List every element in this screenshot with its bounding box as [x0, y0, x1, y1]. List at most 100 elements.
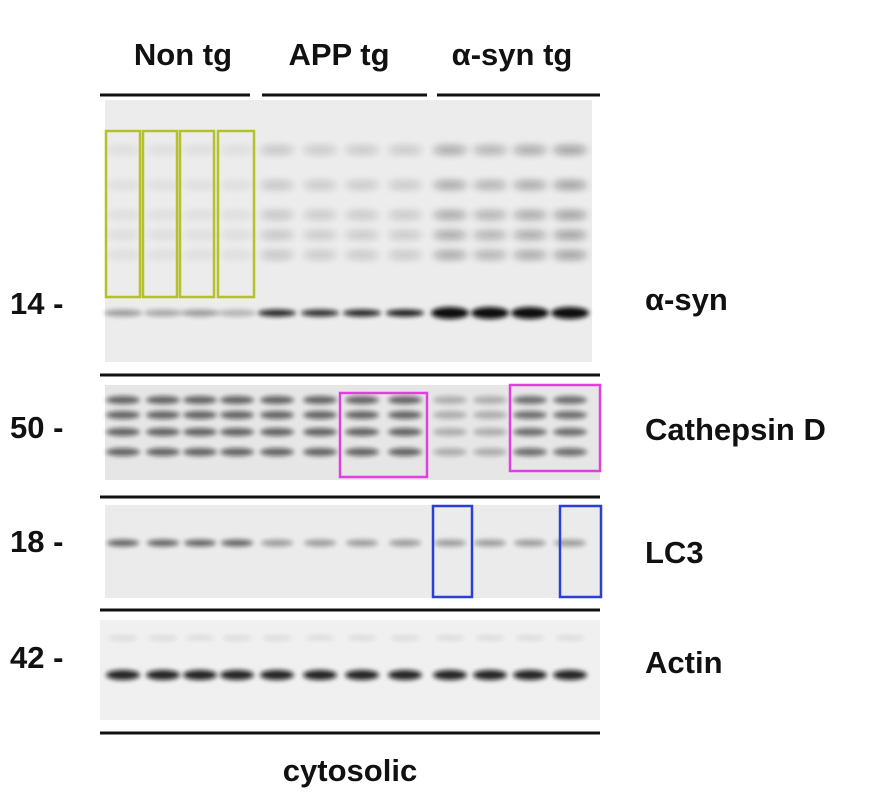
band — [144, 309, 182, 317]
band — [553, 396, 587, 404]
band — [303, 670, 337, 680]
band — [513, 146, 547, 154]
band — [106, 396, 140, 404]
band — [106, 231, 140, 239]
band — [108, 635, 138, 641]
band — [262, 635, 292, 641]
band — [433, 146, 467, 154]
band — [260, 396, 294, 404]
marker-label: 18 - — [10, 524, 63, 559]
band — [183, 428, 217, 436]
band — [555, 635, 585, 641]
band — [260, 448, 294, 456]
band — [260, 231, 294, 239]
band — [433, 448, 467, 456]
band — [433, 251, 467, 259]
band — [303, 181, 337, 189]
blot-panel — [105, 505, 600, 598]
band — [220, 411, 254, 419]
band — [183, 211, 217, 219]
bands — [104, 146, 589, 680]
band — [345, 396, 379, 404]
band — [388, 231, 422, 239]
band — [553, 231, 587, 239]
band — [183, 396, 217, 404]
band — [343, 309, 381, 317]
protein-label: LC3 — [645, 535, 704, 570]
band — [303, 448, 337, 456]
band — [553, 670, 587, 680]
band — [390, 635, 420, 641]
band — [220, 251, 254, 259]
band — [258, 309, 296, 317]
group-label: α-syn tg — [452, 37, 573, 72]
band — [388, 448, 422, 456]
band — [473, 448, 507, 456]
protein-labels: α-syn Cathepsin D LC3 Actin — [645, 282, 826, 680]
band — [388, 396, 422, 404]
band — [260, 411, 294, 419]
highlight-box — [508, 383, 602, 473]
band — [346, 539, 378, 547]
band — [473, 251, 507, 259]
band — [146, 211, 180, 219]
protein-label: Cathepsin D — [645, 412, 826, 447]
band — [433, 670, 467, 680]
band — [474, 539, 506, 547]
marker-label: 14 - — [10, 286, 63, 321]
band — [146, 231, 180, 239]
highlight-box — [558, 504, 603, 599]
group-label: Non tg — [134, 37, 232, 72]
blot-panel — [105, 100, 592, 362]
band — [551, 307, 589, 319]
highlight-box — [141, 129, 179, 299]
band — [513, 181, 547, 189]
band — [220, 211, 254, 219]
band — [146, 411, 180, 419]
band — [345, 146, 379, 154]
highlight-box — [431, 504, 474, 599]
band — [146, 428, 180, 436]
highlight-box — [216, 129, 256, 299]
band — [433, 396, 467, 404]
band — [106, 448, 140, 456]
band — [433, 211, 467, 219]
band — [146, 251, 180, 259]
band — [260, 251, 294, 259]
marker-label: 42 - — [10, 640, 63, 675]
band — [261, 539, 293, 547]
band — [146, 670, 180, 680]
band — [220, 146, 254, 154]
band — [513, 670, 547, 680]
band — [388, 181, 422, 189]
band — [473, 411, 507, 419]
band — [513, 448, 547, 456]
band — [388, 211, 422, 219]
band — [303, 251, 337, 259]
protein-label: Actin — [645, 645, 723, 680]
band — [106, 146, 140, 154]
marker-label: 50 - — [10, 410, 63, 445]
band — [220, 181, 254, 189]
band — [218, 309, 256, 317]
band — [345, 231, 379, 239]
band — [146, 396, 180, 404]
band — [435, 635, 465, 641]
band — [386, 309, 424, 317]
band — [146, 448, 180, 456]
band — [513, 231, 547, 239]
band — [553, 181, 587, 189]
band — [345, 181, 379, 189]
band — [433, 181, 467, 189]
band — [515, 635, 545, 641]
band — [388, 146, 422, 154]
band — [347, 635, 377, 641]
highlight-boxes — [104, 129, 603, 599]
group-label: APP tg — [288, 37, 389, 72]
band — [345, 211, 379, 219]
band — [345, 251, 379, 259]
band — [104, 309, 142, 317]
highlight-box — [104, 129, 142, 299]
band — [147, 539, 179, 547]
